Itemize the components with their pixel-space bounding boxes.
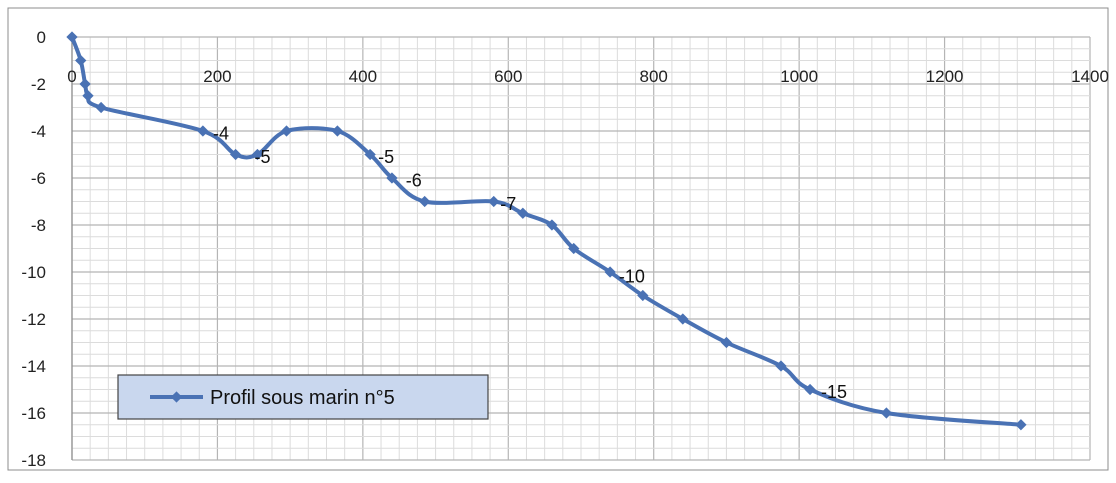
y-tick-label: -12	[21, 310, 46, 329]
y-tick-label: -18	[21, 451, 46, 470]
x-tick-label: 600	[494, 67, 522, 86]
data-label: -5	[255, 147, 271, 167]
data-point-marker	[364, 148, 376, 161]
data-point-marker	[251, 148, 264, 161]
y-tick-label: -16	[21, 404, 46, 423]
data-point-marker	[775, 360, 787, 372]
data-label: -4	[213, 123, 229, 143]
x-tick-label: 800	[640, 67, 668, 86]
legend-marker-swatch	[170, 391, 183, 403]
data-point-marker	[880, 407, 893, 419]
data-label: -5	[378, 147, 394, 167]
data-point-marker	[75, 54, 87, 67]
x-tick-label: 0	[67, 67, 76, 86]
data-point-marker	[229, 148, 242, 161]
legend-label: Profil sous marin n°5	[210, 387, 395, 409]
data-point-marker	[488, 195, 500, 208]
y-tick-label: -14	[21, 357, 46, 376]
x-tick-label: 400	[349, 67, 377, 86]
data-point-marker	[637, 289, 649, 302]
data-label: -7	[500, 194, 516, 214]
y-tick-label: 0	[37, 28, 46, 47]
data-point-marker	[546, 219, 558, 231]
data-point-marker	[720, 336, 733, 349]
y-tick-label: -2	[31, 75, 46, 94]
data-point-marker	[1015, 419, 1027, 431]
y-tick-label: -6	[31, 169, 46, 188]
x-tick-label: 200	[203, 67, 231, 86]
data-label: -10	[619, 267, 645, 287]
data-point-marker	[604, 266, 616, 278]
data-point-marker	[386, 172, 398, 184]
legend: Profil sous marin n°5	[117, 374, 489, 420]
data-label: -6	[406, 170, 422, 190]
data-point-marker	[517, 207, 529, 219]
data-point-marker	[419, 195, 431, 208]
data-point-marker	[677, 313, 689, 325]
x-tick-label: 1400	[1071, 67, 1109, 86]
y-tick-label: -8	[31, 216, 46, 235]
data-label: -15	[821, 382, 847, 402]
x-tick-label: 1200	[926, 67, 964, 86]
data-point-marker	[66, 31, 78, 43]
x-tick-label: 1000	[780, 67, 818, 86]
data-point-marker	[804, 383, 816, 396]
data-point-marker	[568, 242, 580, 255]
y-tick-label: -10	[21, 263, 46, 282]
y-tick-label: -4	[31, 122, 46, 141]
